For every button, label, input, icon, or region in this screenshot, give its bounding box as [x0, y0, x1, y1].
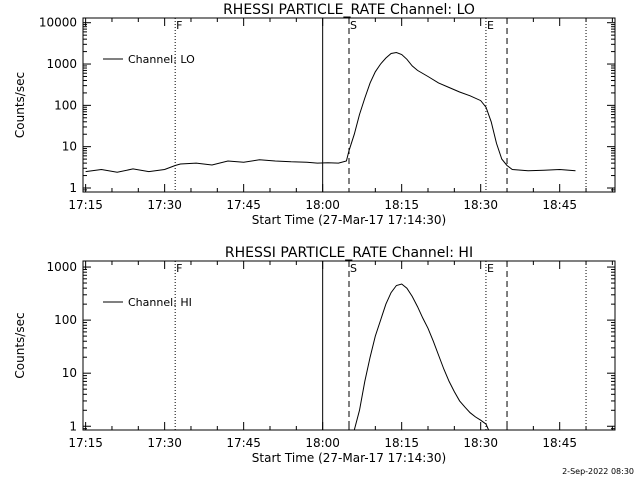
legend-label: Channel: HI [128, 296, 192, 309]
y-tick-label: 100 [54, 313, 77, 327]
x-tick-label: 18:15 [384, 436, 419, 450]
y-tick-label: 10000 [39, 16, 77, 30]
marker-label: E [487, 19, 494, 32]
x-axis-label: Start Time (27-Mar-17 17:14:30) [252, 451, 446, 465]
series-line [353, 283, 490, 431]
x-tick-label: 18:30 [463, 198, 498, 212]
x-axis-label: Start Time (27-Mar-17 17:14:30) [252, 213, 446, 227]
y-axis-label: Counts/sec [13, 72, 27, 138]
panel-hi: RHESSI PARTICLE_RATE Channel: HI Counts/s… [13, 245, 616, 465]
x-tick-label: 17:30 [147, 198, 182, 212]
x-tick-label: 18:00 [305, 198, 340, 212]
x-tick-label: 18:45 [542, 198, 577, 212]
y-axis-label: Counts/sec [13, 312, 27, 378]
chart-title: RHESSI PARTICLE_RATE Channel: HI [225, 245, 473, 261]
y-tick-label: 100 [54, 98, 77, 112]
x-tick-label: 18:00 [305, 436, 340, 450]
chart-title: RHESSI PARTICLE_RATE Channel: LO [223, 2, 475, 18]
x-tick-label: 17:45 [226, 436, 261, 450]
plot-frame [82, 17, 616, 193]
x-tick-label: 18:30 [463, 436, 498, 450]
marker-label: S [350, 19, 357, 32]
date-stamp: 2-Sep-2022 08:30 [562, 467, 634, 476]
x-tick-label: 17:45 [226, 198, 261, 212]
x-tick-label: 18:45 [542, 436, 577, 450]
y-tick-label: 10 [62, 366, 77, 380]
series-line [85, 51, 576, 173]
legend-label: Channel: LO [128, 53, 195, 66]
y-tick-label: 10 [62, 140, 77, 154]
y-tick-label: 1 [69, 419, 77, 433]
marker-label: F [176, 262, 182, 275]
y-tick-label: 1000 [46, 260, 77, 274]
panel-lo: RHESSI PARTICLE_RATE Channel: LO Counts/s… [13, 2, 616, 227]
marker-label: F [176, 19, 182, 32]
y-tick-label: 1 [69, 181, 77, 195]
y-tick-label: 1000 [46, 57, 77, 71]
marker-label: E [487, 262, 494, 275]
x-tick-label: 17:15 [68, 198, 103, 212]
x-tick-label: 17:30 [147, 436, 182, 450]
x-tick-label: 18:15 [384, 198, 419, 212]
marker-label: S [350, 262, 357, 275]
x-tick-label: 17:15 [68, 436, 103, 450]
